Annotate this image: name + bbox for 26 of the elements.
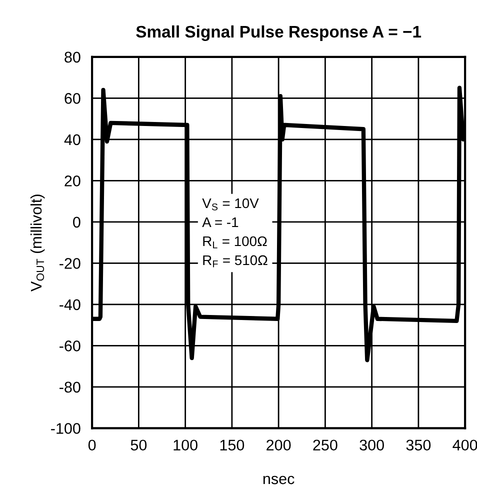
x-tick-label: 300 (360, 440, 384, 451)
y-tick-label: -80 (60, 382, 80, 393)
y-tick-label: 0 (73, 216, 80, 228)
annotation: R$_{F}$ = 510Ω (203, 255, 268, 268)
y-tick-label: 20 (64, 176, 80, 186)
x-tick-label: 100 (174, 440, 198, 451)
y-tick-label: 80 (64, 52, 80, 63)
annotation: R$_{L}$ = 100Ω (203, 236, 267, 248)
y-tick-label: -100 (51, 423, 80, 434)
x-tick-label: 50 (130, 440, 147, 451)
annotation: V$_{S}$ = 10V (202, 198, 259, 210)
y-tick-label: 40 (64, 134, 80, 146)
y-tick-label: -60 (60, 340, 80, 352)
y-tick-label: -40 (60, 299, 80, 310)
x-tick-label: 150 (220, 440, 244, 451)
chart-title: Small Signal Pulse Response A = −1 (136, 25, 422, 42)
x-axis-title: nsec (263, 476, 294, 484)
x-tick-label: 250 (313, 440, 338, 451)
x-tick-label: 350 (406, 440, 431, 451)
annotation: A = -1 (202, 217, 238, 228)
x-tick-label: 400 (452, 440, 477, 451)
y-axis-title: V$_{OUT}$ (millivolt) (30, 194, 45, 292)
x-tick-label: 0 (88, 440, 96, 451)
y-tick-label: -20 (60, 258, 80, 269)
x-tick-label: 200 (266, 440, 291, 451)
y-tick-label: 60 (64, 93, 80, 104)
